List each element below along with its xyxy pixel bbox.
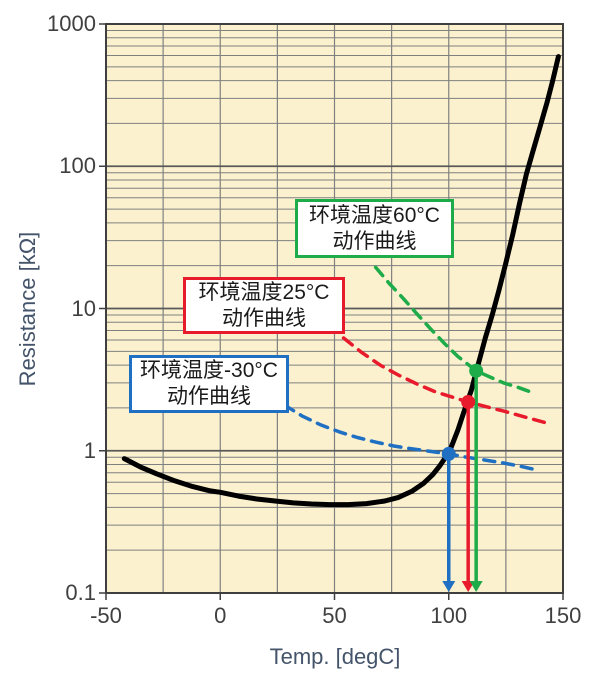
callout-ambient-25c-line2: 动作曲线 [222,306,306,330]
callout-ambient-minus30c: 环境温度-30°C 动作曲线 [129,355,289,413]
drop-arrow-head [442,581,456,592]
intersection-marker [469,363,484,378]
series-operating-curve-ambient-minus30C [282,403,540,472]
callout-ambient-60c: 环境温度60°C 动作曲线 [295,199,454,258]
callout-ambient-25c-line1: 环境温度25°C [198,280,330,304]
callout-ambient-60c-line2: 动作曲线 [332,229,417,253]
y-axis-title: Resistance [kΩ] [15,231,40,387]
intersection-marker [461,395,476,410]
x-axis-title: Temp. [degC] [269,644,401,669]
series-operating-curve-ambient-60C [373,265,536,395]
callout-ambient-60c-line1: 环境温度60°C [309,203,440,227]
drop-arrow-head [469,581,483,592]
callout-ambient-minus30c-line1: 环境温度-30°C [140,359,278,382]
callout-ambient-minus30c-line2: 动作曲线 [167,385,251,408]
series-operating-curve-ambient-25C [341,336,547,425]
intersection-marker [441,446,456,461]
series-resistance-temperature-characteristic [121,54,561,508]
callout-ambient-25c: 环境温度25°C 动作曲线 [183,277,345,334]
